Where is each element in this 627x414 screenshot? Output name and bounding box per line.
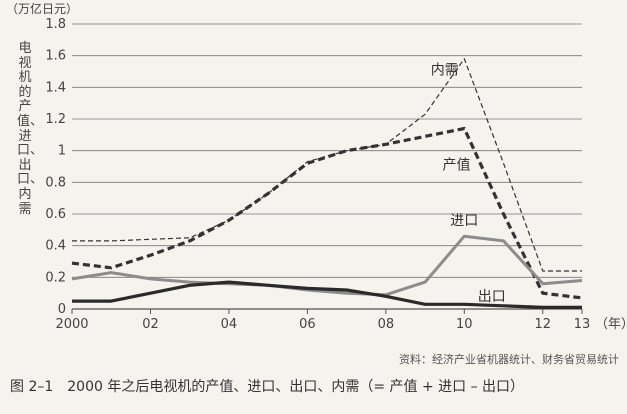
series-label: 产值 bbox=[442, 158, 470, 174]
figure-caption-text: 2000 年之后电视机的产值、进口、出口、内需（= 产值 + 进口 – 出口） bbox=[67, 379, 525, 395]
series-lines bbox=[71, 58, 583, 309]
x-tick-label: 08 bbox=[378, 317, 395, 332]
figure-caption: 图 2–1 2000 年之后电视机的产值、进口、出口、内需（= 产值 + 进口 –… bbox=[10, 376, 524, 396]
x-tick-label: 2000 bbox=[55, 317, 88, 332]
y-tick-label: 0 bbox=[58, 302, 66, 317]
y-tick-label: 1.8 bbox=[45, 17, 66, 32]
x-tick-label: 04 bbox=[221, 317, 238, 332]
y-tick-label: 1.6 bbox=[45, 49, 66, 64]
x-tick-label: 13 bbox=[574, 317, 591, 332]
series-line-产值 bbox=[71, 126, 583, 300]
series-line-内需 bbox=[72, 58, 582, 272]
x-tick-label: 06 bbox=[299, 317, 316, 332]
figure-number: 图 2–1 bbox=[10, 379, 54, 395]
series-label: 进口 bbox=[450, 213, 478, 229]
series-line-出口 bbox=[72, 280, 582, 309]
x-tick-label: 02 bbox=[142, 317, 159, 332]
gridlines bbox=[72, 23, 582, 310]
source-note: 资料：经济产业省机器统计、财务省贸易统计 bbox=[399, 353, 619, 366]
x-axis-label: （年） bbox=[595, 317, 627, 332]
y-tick-label: 1 bbox=[58, 144, 66, 159]
y-tick-label: 1.2 bbox=[45, 112, 66, 127]
y-tick-label: 0.2 bbox=[45, 270, 66, 285]
y-tick-label: 0.6 bbox=[45, 207, 66, 222]
x-tick-label: 12 bbox=[534, 317, 551, 332]
y-tick-label: 0.8 bbox=[45, 175, 66, 190]
unit-label: （万亿日元） bbox=[6, 2, 79, 16]
series-label: 出口 bbox=[478, 289, 506, 305]
series-label: 内需 bbox=[431, 63, 459, 79]
y-tick-label: 0.4 bbox=[45, 239, 66, 254]
axis-ticks: 0 0.2 0.4 0.6 0.8 1 1.2 1.4 1.6 1.8 2000 02 04 06 08 10… bbox=[45, 17, 627, 332]
x-tick-label: 10 bbox=[456, 317, 473, 332]
series-line-进口 bbox=[71, 234, 583, 297]
y-tick-label: 1.4 bbox=[45, 80, 66, 95]
